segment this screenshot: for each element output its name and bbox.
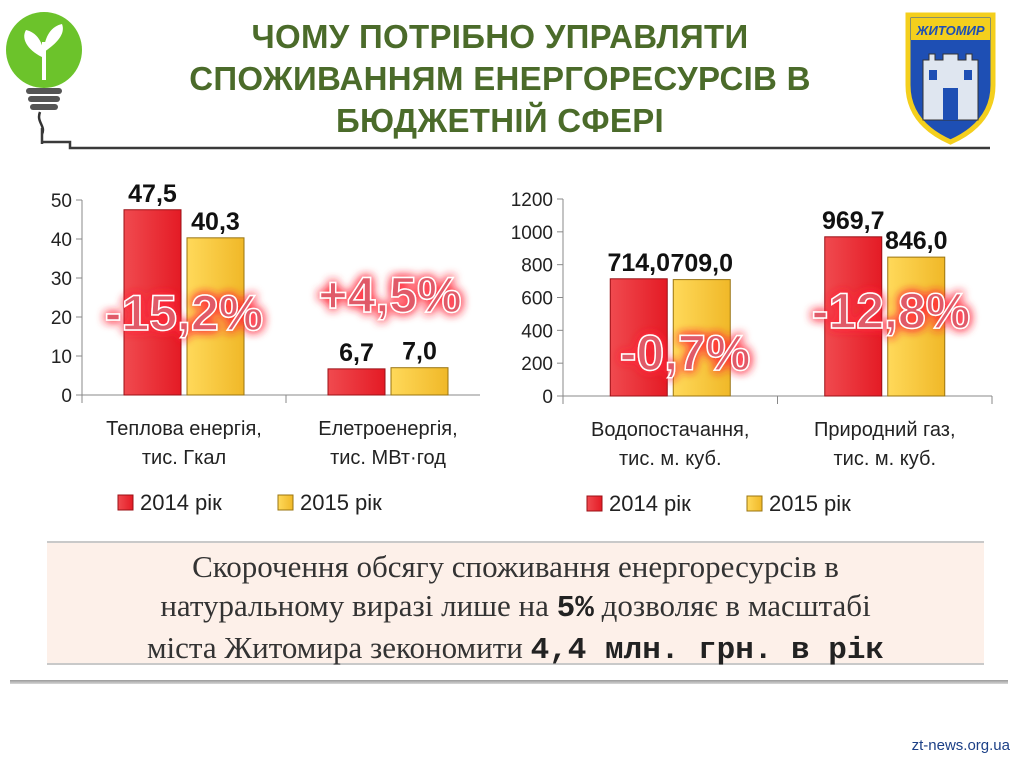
note-line-2-tail: дозволяє в масштабі xyxy=(593,588,871,623)
bar xyxy=(390,367,449,396)
change-percent-label: +4,5% xyxy=(318,267,461,323)
data-label: 709,0 xyxy=(670,250,733,278)
change-percent-label: -0,7% xyxy=(620,325,751,381)
y-tick-label: 400 xyxy=(521,321,553,342)
y-tick-label: 200 xyxy=(521,354,553,375)
category-label: тис. Гкал xyxy=(142,447,226,469)
y-tick-label: 1000 xyxy=(511,223,553,244)
category-label: тис. МВт·год xyxy=(330,447,446,469)
y-tick-label: 10 xyxy=(51,347,72,368)
y-tick-label: 50 xyxy=(51,191,72,212)
y-tick-label: 800 xyxy=(521,256,553,277)
legend-label: 2014 рік xyxy=(609,491,691,516)
y-tick-label: 1200 xyxy=(511,190,553,211)
note-line-3: міста Житомира зекономити 4,4 млн. грн. … xyxy=(47,628,984,670)
legend-label: 2014 рік xyxy=(140,490,222,515)
note-savings-amount: 4,4 млн. грн. в рік xyxy=(530,633,885,668)
data-label: 969,7 xyxy=(822,207,885,235)
bar xyxy=(327,368,386,396)
bar xyxy=(672,279,731,397)
legend-swatch xyxy=(746,495,763,512)
data-label: 47,5 xyxy=(128,180,177,208)
chart-heat-electricity: 0 10 20 30 40 50 47,5 40,3 Теплова енергія, тис. … xyxy=(51,180,480,515)
data-label: 846,0 xyxy=(885,227,948,255)
legend-swatch xyxy=(586,495,603,512)
category-label: Водопостачання, xyxy=(591,419,749,441)
page-title: ЧОМУ ПОТРІБНО УПРАВЛЯТИ СПОЖИВАННЯМ ЕНЕР… xyxy=(170,16,830,142)
note-percent: 5% xyxy=(556,591,594,626)
bottom-divider xyxy=(10,680,1008,684)
y-tick-label: 0 xyxy=(542,387,553,408)
coat-of-arms-icon: ЖИТОМИР xyxy=(905,12,996,145)
header-divider xyxy=(40,128,990,150)
y-tick-label: 30 xyxy=(51,269,72,290)
title-line-3: БЮДЖЕТНІЙ СФЕРІ xyxy=(335,102,664,139)
category-label: тис. м. куб. xyxy=(619,448,722,470)
note-line-2-text: натуральному виразі лише на xyxy=(160,588,557,623)
bar xyxy=(123,209,182,396)
savings-note: Скорочення обсягу споживання енергоресур… xyxy=(47,541,984,668)
category-label: Природний газ, xyxy=(814,419,956,441)
legend-swatch xyxy=(117,494,134,511)
note-line-3-text: міста Житомира зекономити xyxy=(146,630,531,665)
y-tick-label: 600 xyxy=(521,289,553,310)
bar xyxy=(824,236,883,397)
legend-label: 2015 рік xyxy=(769,491,851,516)
legend-label: 2015 рік xyxy=(300,490,382,515)
y-tick-label: 40 xyxy=(51,230,72,251)
coat-of-arms-text: ЖИТОМИР xyxy=(915,23,984,38)
data-label: 40,3 xyxy=(191,208,240,236)
legend-swatch xyxy=(277,494,294,511)
chart-water-gas: 0 200 400 600 800 1000 1200 714,0 709,0 Водопоста… xyxy=(511,190,993,516)
category-label: тис. м. куб. xyxy=(833,448,936,470)
y-tick-label: 0 xyxy=(61,386,72,407)
data-label: 714,0 xyxy=(607,249,670,277)
data-label: 6,7 xyxy=(339,339,374,367)
bar xyxy=(609,278,668,397)
bar xyxy=(186,237,245,396)
source-label: zt-news.org.ua xyxy=(911,737,1010,754)
data-label: 7,0 xyxy=(402,338,437,366)
category-label: Елетроенергія, xyxy=(318,418,457,440)
energy-bulb-logo-icon xyxy=(6,12,82,135)
y-tick-label: 20 xyxy=(51,308,72,329)
note-line-1: Скорочення обсягу споживання енергоресур… xyxy=(192,549,839,584)
note-line-2: натуральному виразі лише на 5% дозволяє … xyxy=(47,586,984,628)
title-line-2: СПОЖИВАННЯМ ЕНЕРГОРЕСУРСІВ В xyxy=(189,60,811,97)
change-percent-label: -15,2% xyxy=(105,285,263,341)
title-line-1: ЧОМУ ПОТРІБНО УПРАВЛЯТИ xyxy=(251,18,749,55)
category-label: Теплова енергія, xyxy=(106,418,262,440)
bar xyxy=(887,256,946,397)
change-percent-label: -12,8% xyxy=(812,283,970,339)
